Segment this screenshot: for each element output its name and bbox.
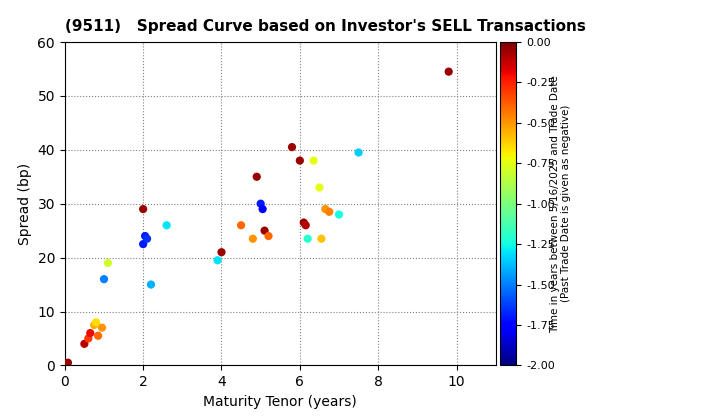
Point <box>216 249 228 255</box>
Point <box>443 68 454 75</box>
Point <box>247 235 258 242</box>
Point <box>298 219 310 226</box>
X-axis label: Maturity Tenor (years): Maturity Tenor (years) <box>203 395 357 409</box>
Point <box>314 184 325 191</box>
Point <box>320 206 331 213</box>
Point <box>140 233 151 239</box>
Point <box>138 206 149 213</box>
Point <box>294 157 305 164</box>
Point <box>263 233 274 239</box>
Point <box>212 257 223 264</box>
Point <box>138 241 149 247</box>
Point <box>78 341 90 347</box>
Point <box>141 235 153 242</box>
Point <box>258 227 270 234</box>
Point <box>287 144 298 150</box>
Point <box>251 173 263 180</box>
Point <box>333 211 345 218</box>
Point <box>161 222 172 228</box>
Point <box>353 149 364 156</box>
Point <box>84 330 96 336</box>
Point <box>323 208 335 215</box>
Point <box>300 222 312 228</box>
Y-axis label: Spread (bp): Spread (bp) <box>18 163 32 245</box>
Point <box>98 276 109 283</box>
Point <box>307 157 319 164</box>
Point <box>92 332 104 339</box>
Point <box>257 206 269 213</box>
Point <box>83 335 94 342</box>
Point <box>96 324 108 331</box>
Point <box>102 260 114 266</box>
Point <box>91 319 102 326</box>
Point <box>89 322 100 328</box>
Point <box>145 281 157 288</box>
Point <box>302 235 313 242</box>
Point <box>62 360 73 366</box>
Point <box>235 222 247 228</box>
Point <box>315 235 327 242</box>
Point <box>255 200 266 207</box>
Text: (9511)   Spread Curve based on Investor's SELL Transactions: (9511) Spread Curve based on Investor's … <box>65 19 585 34</box>
Y-axis label: Time in years between 5/16/2025 and Trade Date
(Past Trade Date is given as nega: Time in years between 5/16/2025 and Trad… <box>549 75 571 333</box>
